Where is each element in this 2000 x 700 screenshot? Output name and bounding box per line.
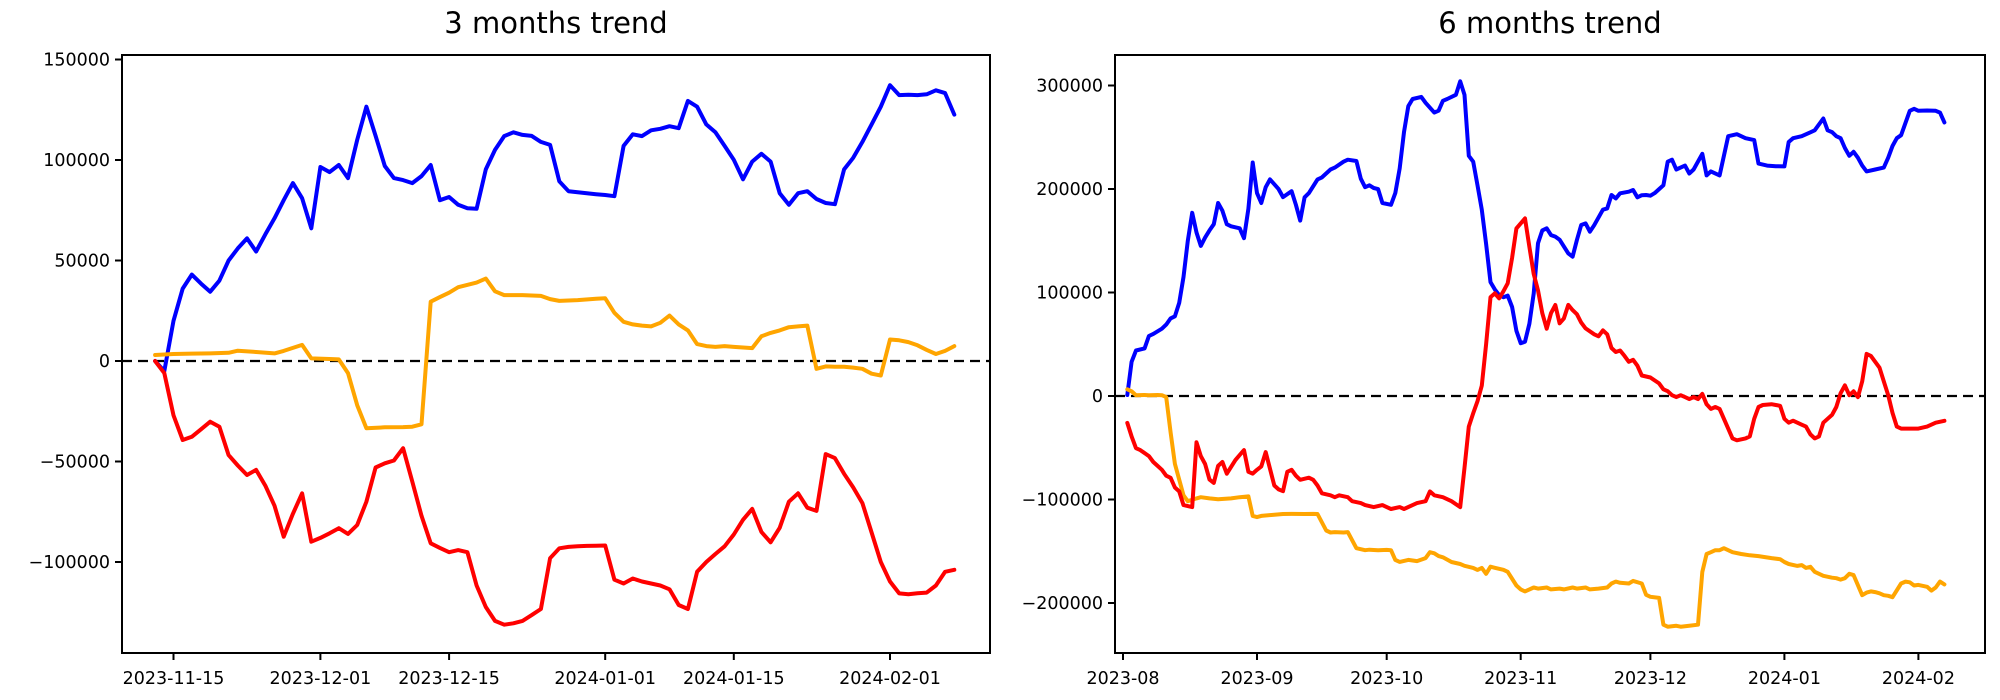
- x-tick-label: 2023-11: [1484, 669, 1557, 689]
- x-tick-label: 2024-01-15: [683, 669, 785, 689]
- y-tick-label: 50000: [54, 252, 110, 272]
- x-tick-label: 2023-11-15: [123, 669, 225, 689]
- y-tick-label: −50000: [40, 453, 110, 473]
- y-tick-label: 100000: [43, 151, 110, 171]
- y-tick-label: 150000: [43, 51, 110, 71]
- y-tick-label: 300000: [1036, 77, 1103, 97]
- x-tick-label: 2024-02: [1882, 669, 1955, 689]
- y-tick-label: 0: [1092, 387, 1103, 407]
- y-tick-label: 100000: [1036, 284, 1103, 304]
- plot-box: [121, 54, 991, 654]
- chart-title-3-months: 3 months trend: [444, 6, 668, 40]
- plot-box: [1114, 54, 1986, 654]
- series-orange-line: [153, 276, 957, 431]
- series-orange-line: [1125, 387, 1947, 629]
- x-tick-label: 2023-09: [1220, 669, 1293, 689]
- series-blue-line: [153, 83, 957, 374]
- x-tick-label: 2024-01-01: [554, 669, 656, 689]
- y-tick-label: −100000: [29, 553, 110, 573]
- y-tick-label: −100000: [1022, 491, 1103, 511]
- chart-title-6-months: 6 months trend: [1438, 6, 1662, 40]
- x-tick-label: 2024-01: [1748, 669, 1821, 689]
- x-tick-label: 2023-08: [1086, 669, 1159, 689]
- x-tick-label: 2023-12-01: [270, 669, 372, 689]
- series-red-line: [1125, 216, 1947, 511]
- x-tick-label: 2023-12-15: [398, 669, 500, 689]
- y-tick-label: −200000: [1022, 594, 1103, 614]
- series-red-line: [153, 359, 957, 627]
- x-tick-label: 2024-02-01: [839, 669, 941, 689]
- x-tick-label: 2023-12: [1614, 669, 1687, 689]
- series-blue-line: [1125, 79, 1947, 397]
- x-tick-label: 2023-10: [1350, 669, 1423, 689]
- y-tick-label: 0: [99, 352, 110, 372]
- y-tick-label: 200000: [1036, 180, 1103, 200]
